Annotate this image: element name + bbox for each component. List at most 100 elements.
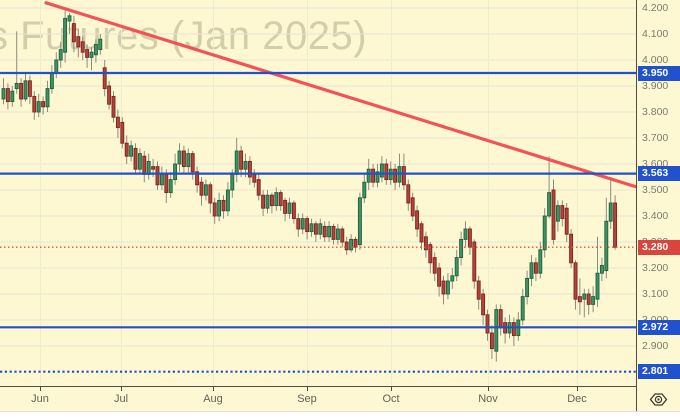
month-label: Nov bbox=[478, 393, 498, 405]
candle bbox=[278, 190, 283, 211]
candle bbox=[45, 80, 50, 112]
candle bbox=[291, 200, 296, 224]
candle bbox=[547, 156, 552, 219]
candle bbox=[613, 195, 618, 250]
candle bbox=[437, 262, 442, 297]
candle bbox=[406, 179, 411, 211]
level-price-badge: 3.950 bbox=[638, 65, 680, 81]
candle bbox=[5, 83, 10, 110]
candle bbox=[67, 13, 72, 34]
time-axis[interactable]: Jun Jul Aug Sep Oct Nov Dec bbox=[0, 386, 680, 411]
candle bbox=[186, 148, 191, 175]
price-axis-label: 3.500 bbox=[642, 184, 669, 196]
time-axis-tick bbox=[577, 387, 578, 391]
last-price-badge: 3.280 bbox=[638, 239, 680, 255]
candle bbox=[159, 166, 164, 190]
candle bbox=[481, 288, 486, 326]
price-axis-label: 3.800 bbox=[642, 106, 669, 118]
chart-plot-area[interactable]: s Futures (Jan 2025) bbox=[0, 0, 636, 386]
candlestick-chart bbox=[0, 0, 636, 386]
candle bbox=[120, 117, 125, 149]
candle bbox=[63, 10, 68, 63]
candle bbox=[221, 195, 226, 219]
candle bbox=[454, 249, 459, 281]
price-axis-label: 3.900 bbox=[642, 80, 669, 92]
candle bbox=[582, 288, 587, 318]
candle bbox=[520, 288, 525, 326]
candle bbox=[71, 15, 76, 53]
candle bbox=[309, 218, 314, 237]
candle bbox=[586, 288, 591, 315]
price-axis-label: 4.100 bbox=[642, 28, 669, 40]
level-price-badge: 3.563 bbox=[638, 166, 680, 182]
month-label: Aug bbox=[203, 393, 223, 405]
candle bbox=[80, 36, 85, 60]
candle bbox=[423, 231, 428, 258]
candle bbox=[261, 190, 266, 216]
axis-corner bbox=[637, 387, 680, 411]
candle bbox=[142, 151, 147, 183]
month-label: Oct bbox=[382, 393, 400, 405]
candle bbox=[124, 135, 129, 164]
bottom-strip bbox=[0, 411, 680, 418]
trendline[interactable] bbox=[44, 1, 636, 189]
candle bbox=[489, 325, 494, 359]
candle bbox=[467, 226, 472, 255]
candle bbox=[318, 218, 323, 240]
candle bbox=[410, 192, 415, 222]
candle bbox=[322, 221, 327, 242]
time-axis-tick bbox=[391, 387, 392, 391]
candle bbox=[525, 270, 530, 305]
candle bbox=[212, 197, 217, 224]
level-price-badge: 2.972 bbox=[638, 319, 680, 335]
candle bbox=[463, 221, 468, 248]
candle bbox=[335, 223, 340, 245]
candle bbox=[362, 174, 367, 203]
candle bbox=[401, 153, 406, 190]
candle bbox=[89, 47, 94, 71]
candle bbox=[133, 143, 138, 175]
level-price-badge: 2.801 bbox=[638, 364, 680, 380]
candle bbox=[49, 65, 54, 94]
candle bbox=[32, 91, 37, 120]
price-axis-label: 3.200 bbox=[642, 262, 669, 274]
candle bbox=[195, 166, 200, 193]
candle bbox=[397, 153, 402, 188]
candle bbox=[283, 197, 288, 222]
candle bbox=[10, 86, 15, 107]
candle bbox=[111, 91, 116, 123]
candle bbox=[595, 236, 600, 307]
candle bbox=[432, 252, 437, 281]
candle bbox=[115, 109, 120, 138]
price-axis-label: 4.200 bbox=[642, 2, 669, 14]
candle bbox=[560, 200, 565, 227]
candle bbox=[538, 242, 543, 279]
candle bbox=[181, 145, 186, 175]
candle bbox=[569, 229, 574, 268]
price-axis-label: 3.700 bbox=[642, 132, 669, 144]
candle bbox=[353, 236, 358, 253]
candle bbox=[14, 31, 19, 94]
candle bbox=[459, 231, 464, 266]
month-label: Sep bbox=[297, 393, 317, 405]
month-label: Jul bbox=[113, 393, 129, 405]
candle bbox=[375, 164, 380, 188]
candle bbox=[177, 143, 182, 172]
candle bbox=[107, 80, 112, 110]
price-axis[interactable]: 4.200 4.100 4.000 3.900 3.800 3.700 3.600 3.500… bbox=[636, 0, 680, 411]
candle bbox=[146, 153, 151, 180]
candle bbox=[415, 205, 420, 237]
candle bbox=[349, 234, 354, 253]
candle bbox=[503, 317, 508, 344]
candle bbox=[19, 78, 24, 107]
price-axis-label: 2.900 bbox=[642, 340, 669, 352]
candle bbox=[441, 275, 446, 305]
candle bbox=[599, 257, 604, 281]
month-label: Dec bbox=[567, 393, 587, 405]
candle bbox=[608, 177, 613, 229]
candle bbox=[445, 273, 450, 300]
candle bbox=[102, 60, 107, 97]
eye-icon[interactable] bbox=[649, 392, 668, 407]
candle bbox=[564, 203, 569, 242]
